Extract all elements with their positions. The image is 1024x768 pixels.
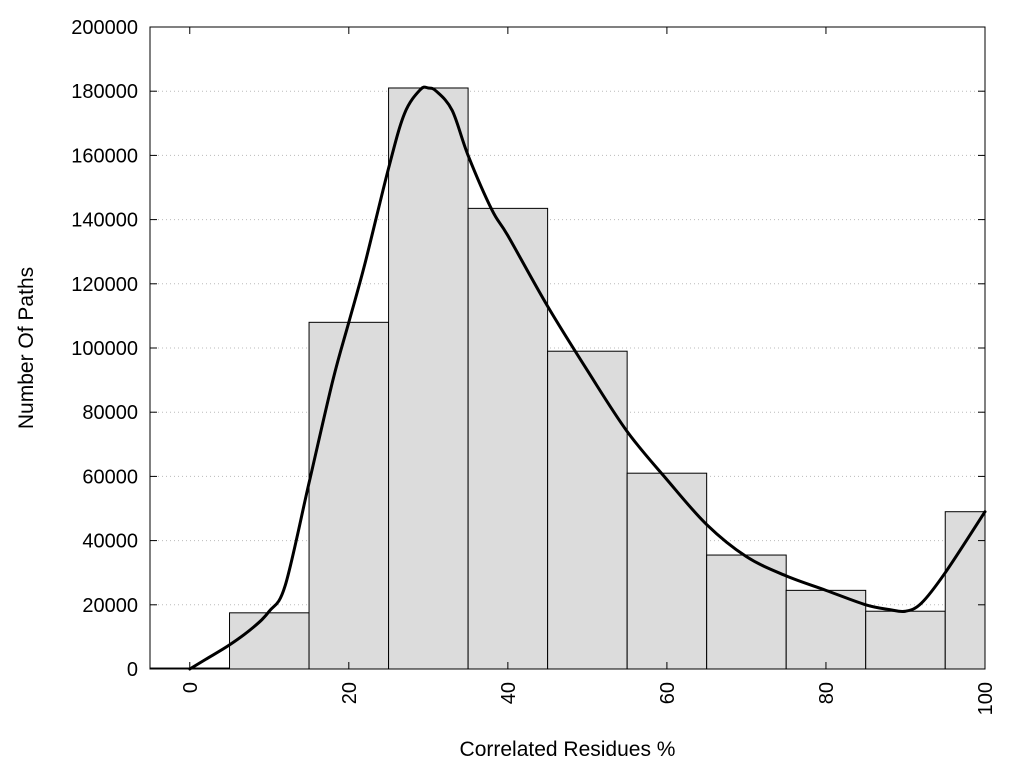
histogram-bar <box>944 511 986 670</box>
y-tick-label: 0 <box>127 659 138 681</box>
y-axis-label: Number Of Paths <box>15 267 38 429</box>
histogram-bar <box>467 207 549 670</box>
y-tick-label: 100000 <box>71 338 138 360</box>
histogram-bar <box>547 350 628 670</box>
y-tick-label: 60000 <box>82 466 138 488</box>
y-tick-label: 120000 <box>71 274 138 296</box>
histogram-bar <box>308 321 390 670</box>
y-tick-label: 200000 <box>71 17 138 39</box>
x-axis-label: Correlated Residues % <box>460 738 676 761</box>
x-tick-label: 80 <box>816 682 838 704</box>
histogram-bar <box>626 472 708 670</box>
x-tick-label: 40 <box>498 682 520 704</box>
x-tick-label: 100 <box>975 682 997 715</box>
density-curve <box>188 85 987 671</box>
y-tick-label: 160000 <box>71 145 138 167</box>
x-tick-label: 20 <box>339 682 361 704</box>
x-tick-label: 60 <box>657 682 679 704</box>
y-tick-label: 180000 <box>71 81 138 103</box>
y-tick-label: 20000 <box>82 595 138 617</box>
histogram-bars <box>149 87 986 670</box>
y-tick-label: 80000 <box>82 402 138 424</box>
histogram-bar <box>229 612 310 670</box>
y-axis-ticks: 0 20000 40000 60000 80000 100000 120000 140000 1… <box>71 17 985 681</box>
histogram-bar <box>865 610 946 670</box>
density-curve-layer <box>188 85 987 671</box>
x-tick-label: 0 <box>180 682 202 693</box>
histogram-bar <box>388 87 469 670</box>
x-axis-ticks: 0 20 40 60 80 100 <box>180 27 997 715</box>
y-tick-label: 40000 <box>82 531 138 553</box>
y-tick-label: 140000 <box>71 210 138 232</box>
